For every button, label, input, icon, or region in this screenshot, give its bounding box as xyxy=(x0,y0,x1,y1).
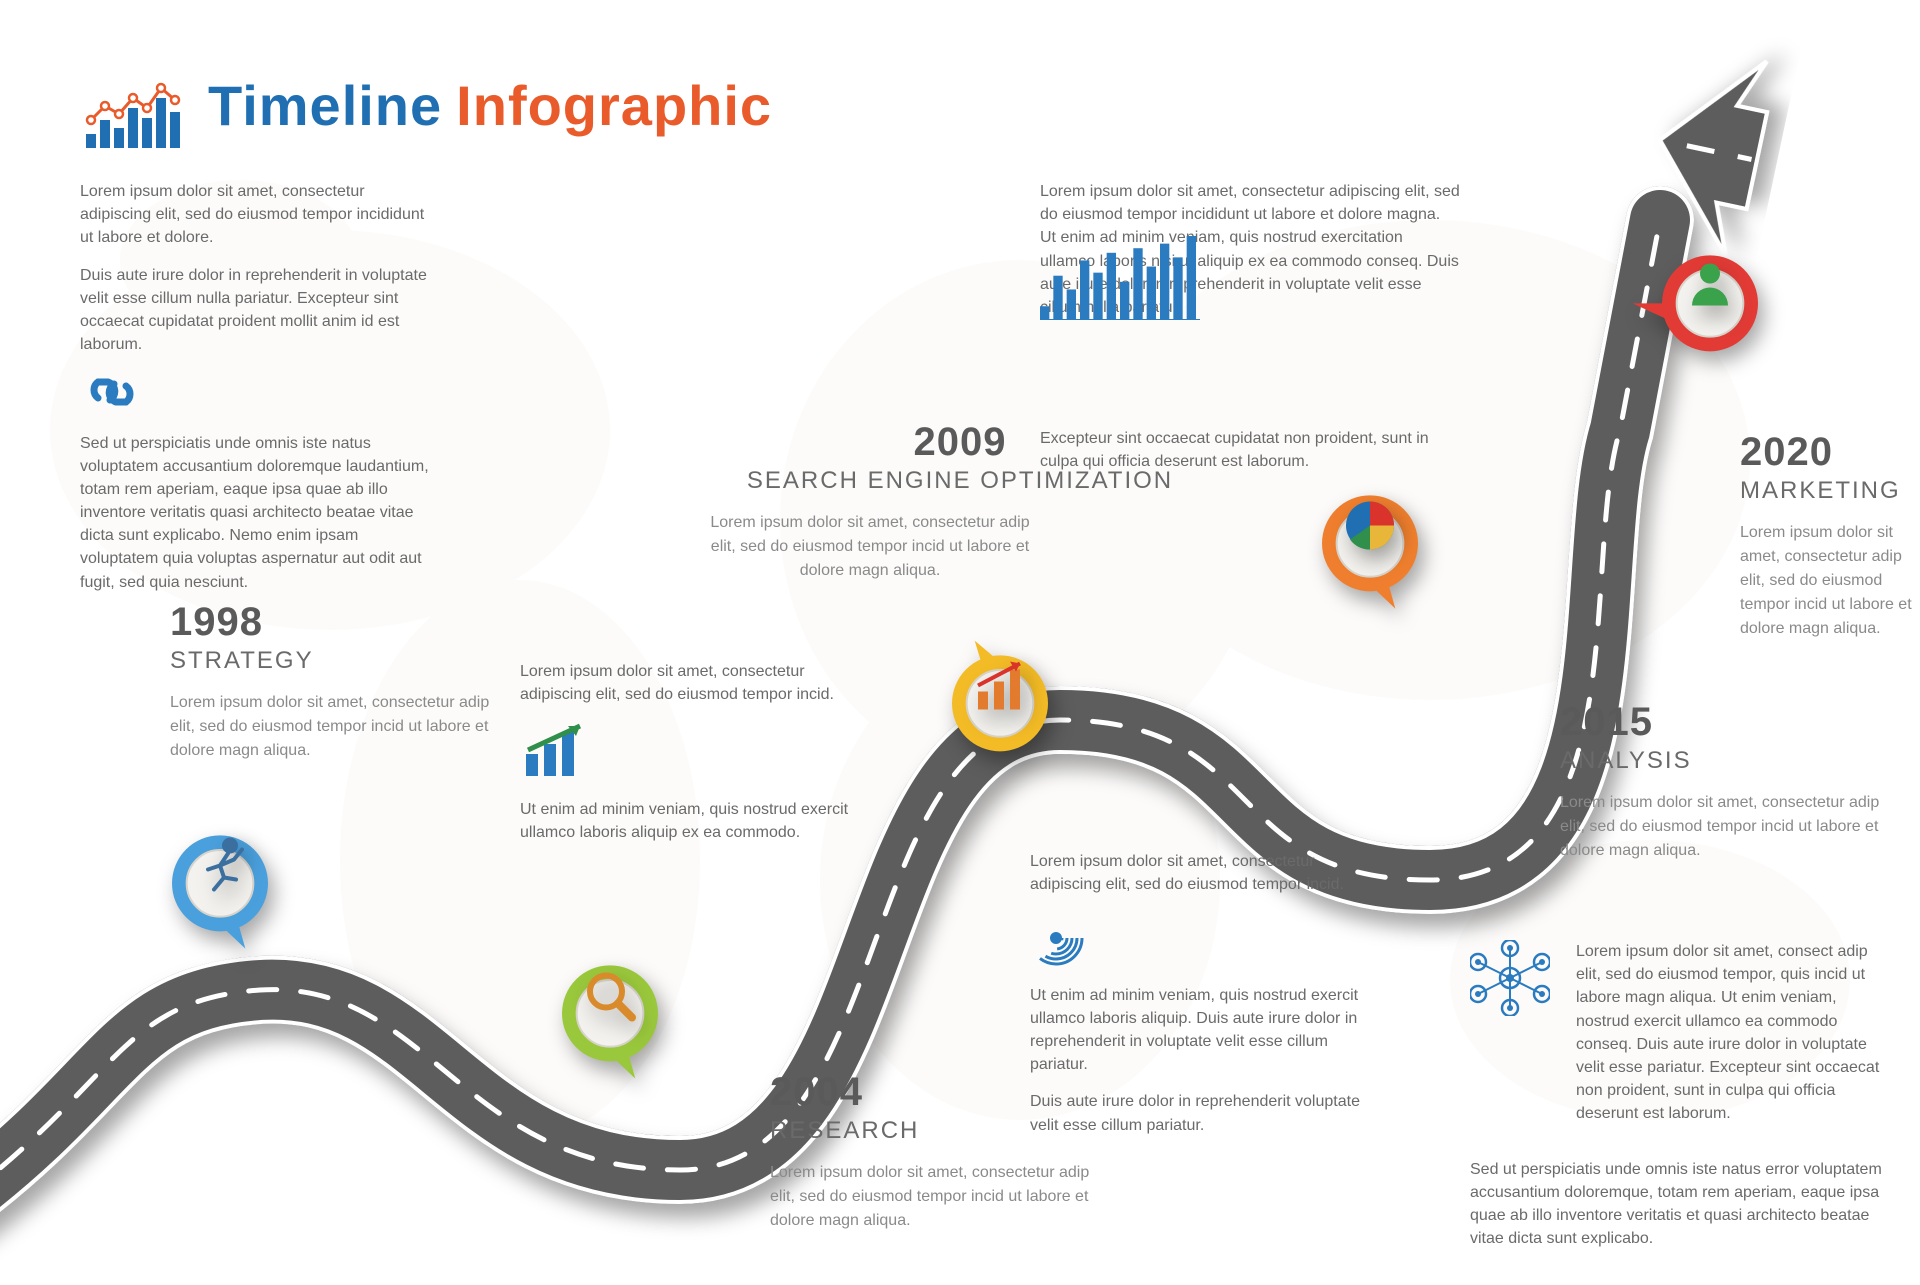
milestone-strategy: 1998 STRATEGY Lorem ipsum dolor sit amet… xyxy=(170,600,510,763)
pin-research xyxy=(530,930,690,1110)
text-paragraph: Sed ut perspiciatis unde omnis iste natu… xyxy=(1470,1158,1890,1251)
text-block-bottom-right: Lorem ipsum dolor sit amet, consect adip… xyxy=(1470,940,1890,1264)
text-paragraph: Sed ut perspiciatis unde omnis iste natu… xyxy=(80,432,440,594)
magnifier-icon xyxy=(580,966,640,1031)
milestone-marketing: 2020 MARKETING Lorem ipsum dolor sit ame… xyxy=(1740,430,1920,641)
milestone-label: MARKETING xyxy=(1740,477,1920,505)
link-icon xyxy=(80,370,440,421)
pin-marketing xyxy=(1630,220,1790,400)
text-block-top-left: Lorem ipsum dolor sit amet, consectetur … xyxy=(80,180,440,608)
text-paragraph: Duis aute irure dolor in reprehenderit i… xyxy=(80,264,440,357)
bars-arrow-icon xyxy=(520,720,850,787)
header: Timeline Infographic xyxy=(80,60,772,150)
milestone-description: Lorem ipsum dolor sit amet, consectetur … xyxy=(770,1161,1110,1233)
milestone-research: 2004 RESEARCH Lorem ipsum dolor sit amet… xyxy=(770,1070,1110,1233)
milestone-description: Lorem ipsum dolor sit amet, consectetur … xyxy=(1740,521,1920,641)
bars-up-icon xyxy=(970,656,1030,721)
title-word-2: Infographic xyxy=(456,73,772,138)
radial-icon xyxy=(1030,910,1360,973)
milestone-label: STRATEGY xyxy=(170,647,510,675)
runner-icon xyxy=(190,836,250,901)
milestone-description: Lorem ipsum dolor sit amet, consectetur … xyxy=(700,511,1040,583)
milestone-analysis: 2015 ANALYSIS Lorem ipsum dolor sit amet… xyxy=(1560,700,1900,863)
title-word-1: Timeline xyxy=(208,73,442,138)
milestone-description: Lorem ipsum dolor sit amet, consectetur … xyxy=(170,691,510,763)
pin-analysis xyxy=(1290,460,1450,640)
text-paragraph: Lorem ipsum dolor sit amet, consectetur … xyxy=(520,660,850,706)
milestone-year: 2009 xyxy=(700,420,1220,465)
milestone-year: 2015 xyxy=(1560,700,1900,745)
milestone-seo: 2009 SEARCH ENGINE OPTIMIZATION Lorem ip… xyxy=(700,420,1220,583)
text-paragraph: Ut enim ad minim veniam, quis nostrud ex… xyxy=(520,798,850,844)
text-paragraph: Ut enim ad minim veniam, quis nostrud ex… xyxy=(1030,984,1360,1077)
pie-icon xyxy=(1340,496,1400,561)
person-icon xyxy=(1680,256,1740,321)
milestone-year: 2004 xyxy=(770,1070,1110,1115)
milestone-label: RESEARCH xyxy=(770,1117,1110,1145)
logo-chart-icon xyxy=(80,60,190,150)
milestone-description: Lorem ipsum dolor sit amet, consectetur … xyxy=(1560,791,1900,863)
milestone-year: 2020 xyxy=(1740,430,1920,475)
mini-bar-chart-icon xyxy=(1040,236,1200,325)
network-icon xyxy=(1470,940,1550,1023)
text-paragraph: Lorem ipsum dolor sit amet, consectetur … xyxy=(1030,850,1360,896)
text-paragraph: Lorem ipsum dolor sit amet, consect adip… xyxy=(1576,940,1890,1126)
pin-strategy xyxy=(140,800,300,980)
text-block-mid-left: Lorem ipsum dolor sit amet, consectetur … xyxy=(520,660,850,858)
text-paragraph: Lorem ipsum dolor sit amet, consectetur … xyxy=(80,180,440,250)
milestone-label: SEARCH ENGINE OPTIMIZATION xyxy=(700,467,1220,495)
milestone-year: 1998 xyxy=(170,600,510,645)
milestone-label: ANALYSIS xyxy=(1560,747,1900,775)
pin-seo xyxy=(920,620,1080,800)
